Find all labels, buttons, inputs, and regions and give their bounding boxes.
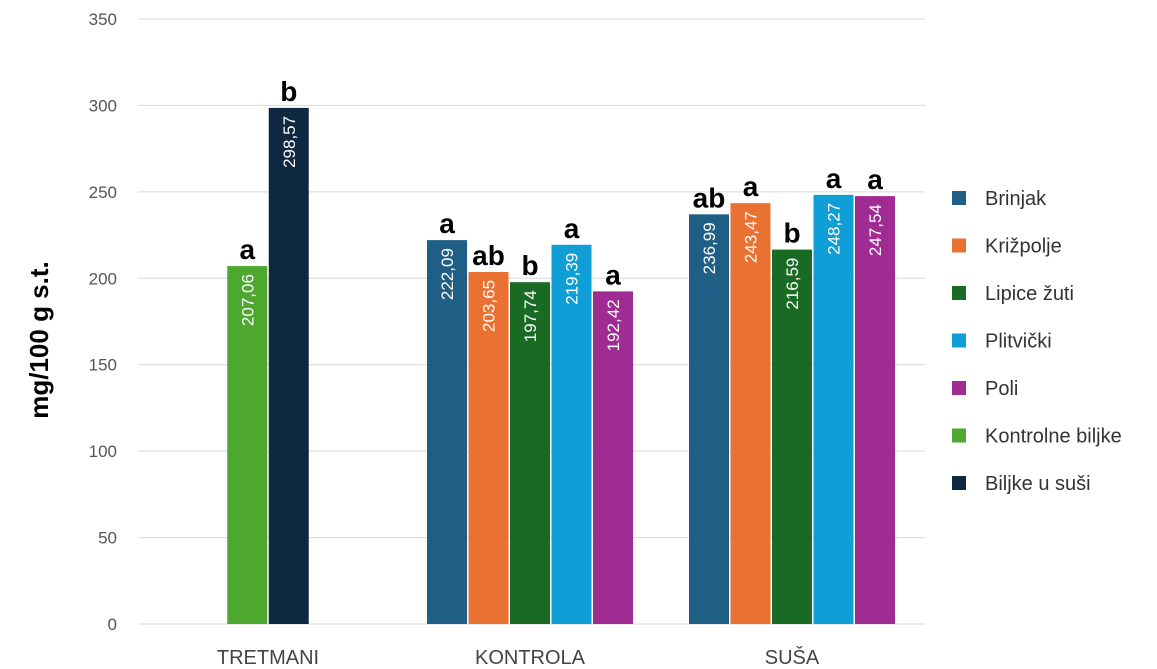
bar-value-label: 247,54 [866,204,885,256]
legend-entry: Lipice žuti [985,283,1074,305]
bar-value-label: 203,65 [480,280,499,332]
legend-entry: Križpolje [985,236,1062,258]
y-axis-label: mg/100 g s.t. [24,261,54,419]
significance-letter: a [605,259,621,290]
bar [772,249,812,625]
significance-letter: ab [472,240,505,271]
bar-value-label: 197,74 [521,290,540,342]
bar [551,244,592,624]
legend-entry: Poli [985,378,1018,400]
bar-value-label: 248,27 [825,203,844,255]
x-axis-categories: TRETMANI KONTROLA SUŠA [217,646,820,669]
legend: Brinjak Križpolje Lipice žuti Plitvički Poli… [952,188,1122,495]
legend-swatch [952,381,966,395]
bar-value-label: 243,47 [742,211,761,263]
y-tick-label: 100 [89,442,117,461]
bar-value-label: 207,06 [238,274,257,326]
significance-letter: a [826,163,842,194]
bar [730,203,771,624]
x-category-label: KONTROLA [475,647,586,669]
significance-letter: b [280,76,297,107]
bar-value-label: 192,42 [604,299,623,351]
bar [813,194,854,624]
legend-swatch [952,333,966,348]
legend-swatch [952,238,966,253]
legend-swatch [952,286,966,300]
y-tick-label: 150 [89,356,117,375]
legend-swatch [952,476,966,490]
significance-letter: b [783,218,800,249]
bar [227,266,268,624]
bar [855,196,895,624]
legend-swatch [952,428,966,443]
significance-letter: b [521,250,538,281]
legend-entry: Brinjak [985,188,1047,210]
y-axis-ticks: 0 50 100 150 200 250 300 350 [89,10,117,634]
significance-letter: a [743,171,759,202]
significance-letter: a [439,208,455,239]
bar-value-label: 222,09 [438,248,457,300]
x-category-label: TRETMANI [217,647,319,669]
bar [468,271,509,624]
bar [689,214,729,624]
legend-entry: Kontrolne biljke [985,426,1122,448]
bar [593,291,633,624]
bar-value-label: 219,39 [563,253,582,305]
y-tick-label: 350 [89,10,117,29]
y-tick-label: 250 [89,183,117,202]
significance-letter: ab [693,182,726,213]
legend-entry: Biljke u suši [985,473,1091,495]
bar-value-label: 236,99 [700,222,719,274]
bar [268,107,309,624]
bar [510,282,550,624]
significance-letter: a [867,164,883,195]
significance-letter: a [239,234,255,265]
legend-swatch [952,191,966,205]
x-category-label: SUŠA [765,646,820,669]
significance-letter: a [564,213,580,244]
y-tick-label: 200 [89,269,117,288]
legend-entry: Plitvički [985,331,1052,353]
bar-value-label: 298,57 [280,116,299,168]
y-tick-label: 0 [108,615,117,634]
bar-value-label: 216,59 [783,258,802,310]
bar [427,240,467,625]
y-tick-label: 300 [89,96,117,115]
y-tick-label: 50 [98,529,117,548]
